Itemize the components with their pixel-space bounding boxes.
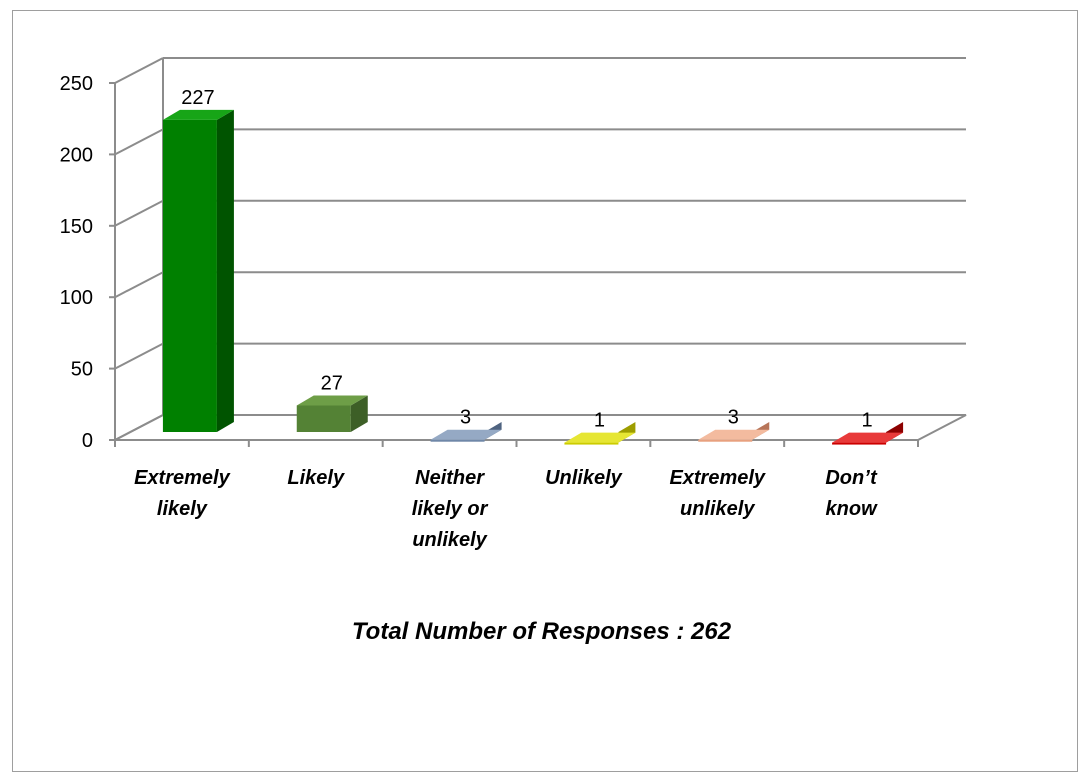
chart-walls bbox=[115, 58, 966, 440]
x-tick-label: Likely bbox=[287, 467, 345, 489]
y-tick-label: 100 bbox=[60, 287, 93, 309]
bar-top bbox=[698, 430, 769, 440]
x-tick-label: Neither likely or unlikely bbox=[412, 467, 489, 551]
bar-chart: 0 50 100 150 200 250 227 27 3 1 3 1 Extremely likel… bbox=[0, 0, 1083, 620]
floor bbox=[115, 415, 966, 440]
data-label: 1 bbox=[594, 410, 605, 432]
bar-front bbox=[163, 120, 217, 432]
y-tick-label: 250 bbox=[60, 73, 93, 95]
bar bbox=[163, 110, 234, 432]
x-tick-label: Don’t know bbox=[825, 467, 878, 520]
bar-top bbox=[431, 430, 502, 440]
bars bbox=[163, 110, 903, 445]
data-label: 3 bbox=[460, 407, 471, 429]
bar-side bbox=[217, 110, 234, 432]
side-gridline bbox=[115, 201, 163, 226]
x-tick-label: Unlikely bbox=[545, 467, 623, 489]
x-tick-label: Extremely likely bbox=[134, 467, 230, 520]
data-label: 227 bbox=[181, 87, 214, 109]
bar-front bbox=[832, 443, 886, 445]
y-tick-label: 0 bbox=[82, 430, 93, 452]
data-label: 27 bbox=[321, 372, 343, 394]
bar-front bbox=[698, 440, 752, 442]
side-gridline bbox=[115, 58, 163, 83]
bar-front bbox=[564, 443, 618, 445]
side-gridline bbox=[115, 272, 163, 297]
side-gridline bbox=[115, 344, 163, 369]
bar-top bbox=[564, 433, 635, 443]
gridlines bbox=[115, 58, 966, 440]
data-label: 3 bbox=[728, 407, 739, 429]
bar bbox=[297, 395, 368, 432]
x-axis-labels: Extremely likely Likely Neither likely or unl… bbox=[134, 467, 878, 551]
data-labels: 227 27 3 1 3 1 bbox=[181, 87, 872, 432]
y-tick-label: 150 bbox=[60, 216, 93, 238]
data-label: 1 bbox=[862, 410, 873, 432]
side-gridline bbox=[115, 415, 163, 440]
chart-caption: Total Number of Responses : 262 bbox=[0, 618, 1083, 646]
bar-front bbox=[431, 440, 485, 442]
y-tick-label: 50 bbox=[71, 359, 93, 381]
x-tick-label: Extremely unlikely bbox=[669, 467, 765, 520]
y-tick-label: 200 bbox=[60, 144, 93, 166]
bar-top bbox=[832, 433, 903, 443]
side-gridline bbox=[115, 129, 163, 154]
bar-front bbox=[297, 405, 351, 432]
